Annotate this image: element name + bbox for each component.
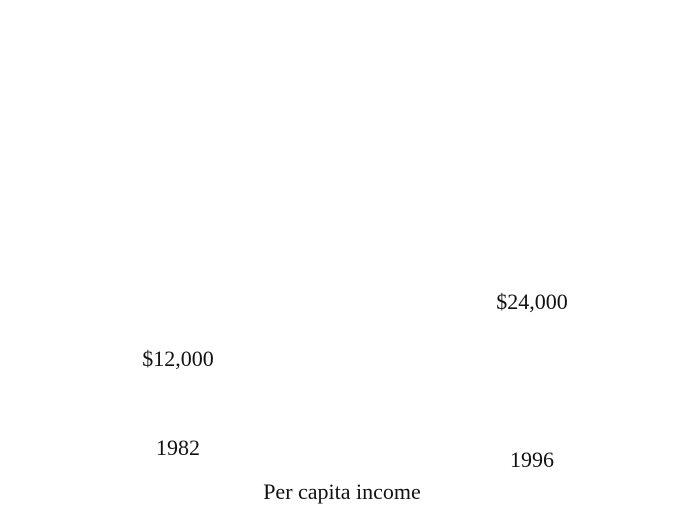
money-bag: [109, 217, 247, 432]
bag-outline: [109, 217, 247, 432]
money-bag: [394, 15, 670, 446]
bag-outline: [394, 15, 670, 446]
value-label: $24,000: [496, 289, 568, 314]
category-label: 1996: [510, 447, 554, 472]
x-axis-label: Per capita income: [263, 479, 421, 504]
category-label: 1982: [156, 435, 200, 460]
value-label: $12,000: [142, 346, 214, 371]
chart: Per capita income $12,000 1982 $24,000 1996: [0, 0, 684, 516]
